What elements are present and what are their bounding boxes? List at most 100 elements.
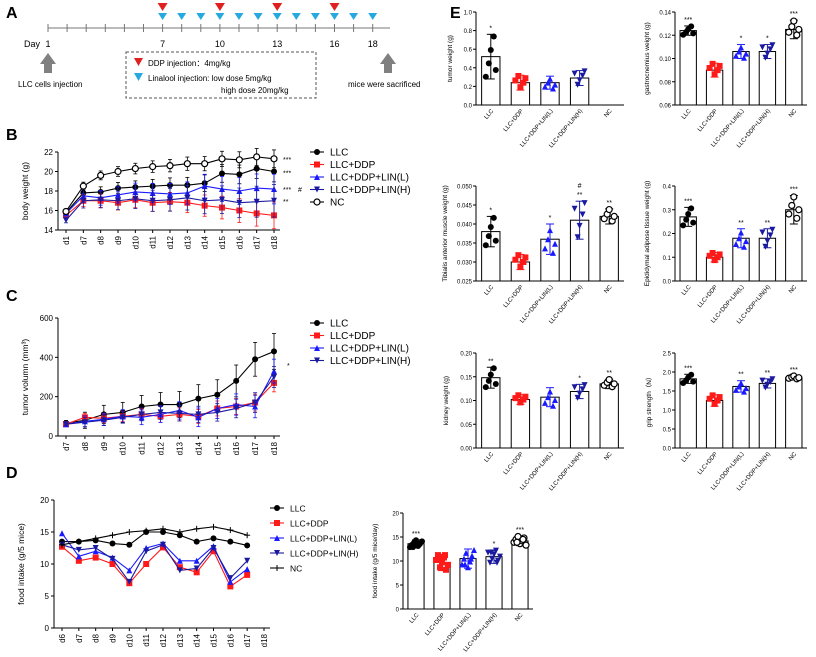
data-point — [160, 541, 166, 548]
y-tick-label: 0.00 — [460, 447, 472, 453]
group-label: LLC+DDP+LIN(L) — [519, 451, 554, 491]
data-dot — [709, 249, 716, 256]
data-dot — [487, 46, 494, 53]
x-tick-label: d11 — [142, 633, 151, 646]
data-dot — [493, 547, 499, 554]
injection-markers — [157, 3, 378, 20]
legend-marker — [314, 345, 320, 351]
linalool-marker-icon — [215, 13, 225, 20]
significance-label: * — [766, 36, 769, 43]
significance-label: *** — [283, 187, 291, 194]
data-dot — [463, 549, 469, 556]
data-dot — [736, 48, 742, 55]
ddp-marker-icon — [272, 3, 283, 11]
linalool-marker-icon — [234, 13, 244, 20]
data-dot — [550, 402, 556, 409]
data-dot — [706, 65, 713, 72]
panel-letter-e: E — [450, 5, 461, 22]
data-dot — [571, 205, 578, 212]
data-dot — [716, 62, 723, 69]
x-tick-label: d9 — [109, 633, 118, 642]
data-dot — [512, 77, 519, 84]
y-tick-label: 1.5 — [663, 390, 672, 396]
series-line — [65, 376, 275, 425]
y-tick-label: 0.5 — [663, 428, 672, 434]
data-dot — [517, 84, 524, 91]
arrow-up-left-icon — [40, 53, 56, 73]
series-line — [65, 382, 275, 425]
data-dot — [515, 252, 522, 259]
y-tick-label: 0.025 — [457, 280, 473, 286]
data-dot — [542, 245, 548, 252]
data-dot — [515, 72, 522, 79]
data-point — [201, 160, 209, 168]
group-label: NC — [788, 108, 799, 119]
data-point — [126, 578, 133, 585]
x-tick-label: d15 — [218, 235, 227, 249]
data-point — [176, 410, 183, 417]
linalool-legend-text: Linalool injection: low dose 5mg/kg — [148, 74, 272, 83]
data-dot — [764, 381, 771, 388]
linalool-marker-icon — [310, 13, 320, 20]
data-dot — [492, 67, 499, 74]
data-point — [227, 583, 234, 590]
timeline-day-label: 18 — [368, 39, 378, 49]
data-dot — [482, 384, 489, 391]
x-tick-label: d7 — [62, 441, 71, 450]
x-tick-label: d17 — [253, 235, 262, 249]
data-dot — [767, 232, 774, 239]
significance-label: # — [578, 183, 582, 190]
y-tick-label: 20 — [40, 496, 49, 505]
data-dot — [574, 234, 581, 241]
y-axis-label: body weight (g) — [20, 162, 30, 220]
linalool-marker-icon — [368, 13, 378, 20]
data-dot — [785, 28, 793, 36]
data-dot — [552, 81, 558, 88]
y-tick-label: 0.10 — [659, 57, 671, 63]
data-dot — [790, 17, 798, 25]
x-tick-label: d7 — [79, 235, 88, 244]
data-dot — [465, 564, 471, 571]
data-point — [59, 530, 65, 537]
legend-label: LLC — [330, 148, 348, 159]
y-tick-label: 0.4 — [464, 66, 473, 72]
legend-label: LLC+DDP+LIN(L) — [290, 534, 357, 544]
data-point — [235, 156, 243, 164]
data-dot — [492, 380, 499, 387]
significance-label: *** — [516, 527, 524, 534]
y-tick-label: 0.6 — [464, 48, 473, 54]
data-dot — [605, 376, 613, 384]
legend-label: LLC — [290, 504, 306, 514]
group-label: LLC+DDP — [697, 284, 719, 309]
bar — [785, 28, 803, 106]
data-dot — [522, 75, 529, 82]
data-dot — [519, 535, 527, 544]
data-dot — [485, 377, 492, 384]
data-dot — [413, 537, 419, 544]
group-label: LLC — [484, 284, 496, 297]
series-line — [61, 526, 248, 546]
linalool-marker-icon — [177, 13, 187, 20]
data-point — [97, 196, 104, 203]
panel-e-gastrocnemius: 0.06 0.08 0.10 0.12 0.14 gastrocnemius weight… — [644, 11, 807, 149]
data-dot — [579, 386, 586, 393]
bar — [785, 377, 803, 449]
x-tick-label: d7 — [75, 633, 84, 642]
y-axis-label: gastrocnemius weight (g) — [644, 22, 651, 95]
data-dot — [488, 549, 494, 556]
x-tick-label: d11 — [138, 441, 147, 454]
data-dot — [680, 222, 687, 229]
data-dot — [764, 238, 771, 245]
significance-label: *** — [790, 11, 798, 18]
data-point — [63, 421, 69, 428]
data-point — [233, 377, 240, 384]
timeline-day-label: 13 — [272, 39, 282, 49]
data-point — [252, 399, 259, 406]
data-point — [131, 164, 139, 173]
significance-label: * — [740, 36, 743, 43]
data-point — [80, 197, 87, 204]
data-point — [79, 182, 87, 190]
linalool-marker-icon — [196, 13, 206, 20]
data-point — [244, 542, 251, 549]
data-point — [193, 565, 200, 572]
